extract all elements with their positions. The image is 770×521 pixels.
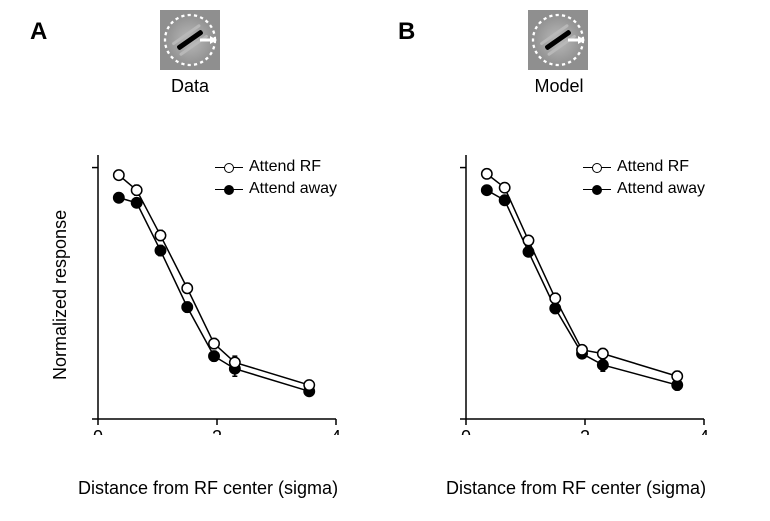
legend-row-attend-away: Attend away bbox=[215, 178, 337, 200]
x-axis-label-b: Distance from RF center (sigma) bbox=[446, 478, 706, 499]
legend-row-attend-away: Attend away bbox=[583, 178, 705, 200]
panel-label-b: B bbox=[398, 18, 415, 46]
svg-text:0: 0 bbox=[93, 427, 103, 435]
x-axis-label-a: Distance from RF center (sigma) bbox=[78, 478, 338, 499]
legend-label-away: Attend away bbox=[249, 180, 337, 198]
caption-data: Data bbox=[160, 76, 220, 97]
svg-text:2: 2 bbox=[580, 427, 590, 435]
legend-row-attend-rf: Attend RF bbox=[583, 156, 705, 178]
legend-label-rf: Attend RF bbox=[617, 158, 689, 176]
caption-model: Model bbox=[524, 76, 594, 97]
legend-label-away: Attend away bbox=[617, 180, 705, 198]
figure-container: A Data 02401 Normalized response Attend … bbox=[0, 0, 770, 521]
legend-a: Attend RF Attend away bbox=[215, 156, 337, 200]
svg-text:4: 4 bbox=[699, 427, 709, 435]
stimulus-icon-b bbox=[528, 10, 588, 70]
stimulus-icon-a bbox=[160, 10, 220, 70]
legend-row-attend-rf: Attend RF bbox=[215, 156, 337, 178]
svg-text:0: 0 bbox=[461, 427, 471, 435]
panel-label-a: A bbox=[30, 18, 47, 46]
legend-b: Attend RF Attend away bbox=[583, 156, 705, 200]
y-axis-label: Normalized response bbox=[50, 210, 71, 380]
svg-text:2: 2 bbox=[212, 427, 222, 435]
svg-text:4: 4 bbox=[331, 427, 341, 435]
legend-label-rf: Attend RF bbox=[249, 158, 321, 176]
